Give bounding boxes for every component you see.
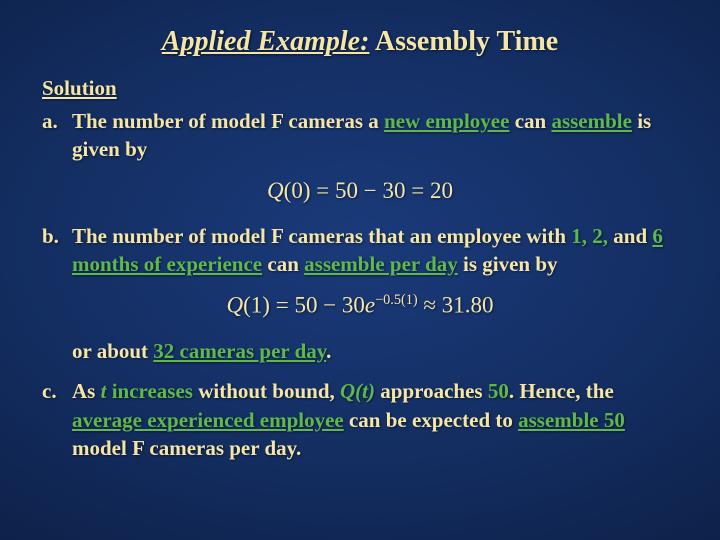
eq2-eq: = [270, 293, 294, 318]
item-c-mid1: without bound, [193, 379, 340, 403]
item-b-footer-post: . [326, 339, 331, 363]
item-b-footer: or about 32 cameras per day. [42, 337, 678, 365]
item-a-body: The number of model F cameras a new empl… [72, 107, 678, 164]
eq1-eq2: = [405, 178, 429, 203]
item-c-qt: Q(t) [340, 379, 375, 403]
item-b-post: is given by [458, 252, 558, 276]
eq2-e: e [365, 293, 375, 318]
item-b-mid2: can [262, 252, 304, 276]
item-b: b. The number of model F cameras that an… [42, 222, 678, 279]
eq2-fn: Q [227, 293, 244, 318]
eq2-result: 31.80 [442, 293, 494, 318]
eq1-fn: Q [267, 178, 284, 203]
item-c-mid3: can be expected to [344, 408, 518, 432]
equation-1: Q(0) = 50 − 30 = 20 [42, 178, 678, 204]
item-b-body: The number of model F cameras that an em… [72, 222, 678, 279]
item-a-accent-assemble: assemble [551, 109, 632, 133]
title-applied: Applied Example: [162, 26, 370, 57]
item-b-footer-body: or about 32 cameras per day. [72, 337, 678, 365]
item-b-assemble: assemble per day [304, 252, 458, 276]
item-b-label: b. [42, 222, 72, 279]
item-c-pre: As [72, 379, 101, 403]
item-b-footer-spacer [42, 337, 72, 365]
item-c: c. As t increases without bound, Q(t) ap… [42, 377, 678, 462]
item-c-body: As t increases without bound, Q(t) appro… [72, 377, 678, 462]
item-c-asm50: assemble 50 [518, 408, 625, 432]
eq2-rhs-a: 50 − 30 [294, 293, 364, 318]
item-c-dot: . Hence, the [509, 379, 614, 403]
equation-2: Q(1) = 50 − 30e−0.5(1) ≈ 31.80 [42, 292, 678, 319]
solution-heading: Solution [42, 76, 678, 101]
item-a: a. The number of model F cameras a new e… [42, 107, 678, 164]
item-c-avg: average experienced employee [72, 408, 344, 432]
item-b-footer-num: 32 cameras per day [153, 339, 326, 363]
eq1-arg: (0) [284, 178, 311, 203]
item-c-fifty: 50 [488, 379, 509, 403]
item-b-footer-pre: or about [72, 339, 153, 363]
title-rest: Assembly Time [369, 26, 558, 57]
item-c-increases: increases [106, 379, 193, 403]
item-a-accent-new-employee: new employee [384, 109, 509, 133]
eq2-arg: (1) [243, 293, 270, 318]
eq1-rhs1: 50 − 30 [335, 178, 405, 203]
eq2-exp: −0.5(1) [375, 292, 417, 308]
item-c-tail: model F cameras per day. [72, 436, 301, 460]
item-c-label: c. [42, 377, 72, 462]
item-b-mid1: and [608, 224, 652, 248]
item-a-pre: The number of model F cameras a [72, 109, 384, 133]
item-b-pre: The number of model F cameras that an em… [72, 224, 571, 248]
item-c-mid2: approaches [375, 379, 488, 403]
eq1-result: 20 [430, 178, 453, 203]
eq2-approx: ≈ [418, 293, 442, 318]
slide-title: Applied Example: Assembly Time [42, 26, 678, 58]
eq1-eq: = [311, 178, 335, 203]
item-a-label: a. [42, 107, 72, 164]
item-a-post1: can [509, 109, 551, 133]
item-b-nums: 1, 2, [571, 224, 608, 248]
